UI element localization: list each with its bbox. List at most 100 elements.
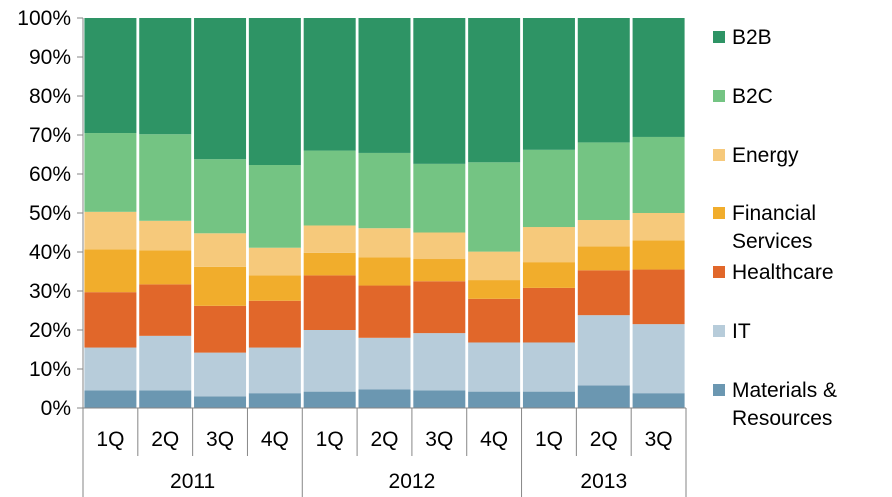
bar-segment-b2b-1 (139, 18, 192, 135)
bar-segment-financial-services-1 (139, 250, 192, 285)
bar-segment-financial-services-3 (248, 275, 301, 301)
bar-segment-healthcare-5 (358, 285, 411, 338)
x-tick-label: 1Q (96, 428, 124, 451)
bar-segment-healthcare-3 (248, 300, 301, 348)
bar-segment-financial-services-0 (84, 249, 137, 293)
bar-segment-b2b-9 (577, 18, 630, 143)
x-tick-label: 4Q (480, 428, 508, 451)
bar-segment-b2b-8 (522, 18, 575, 150)
bar-segment-materials-resources-1 (139, 390, 192, 408)
x-tick-label: 3Q (425, 428, 453, 451)
bar-segment-b2b-3 (248, 18, 301, 166)
x-group-label: 2012 (389, 470, 436, 493)
bar-segment-b2c-7 (468, 162, 521, 252)
legend-swatch (713, 384, 725, 396)
bar-segment-b2c-4 (303, 150, 356, 226)
bar-segment-it-0 (84, 347, 137, 391)
x-tick-label: 3Q (645, 428, 673, 451)
bar-segment-materials-resources-2 (194, 396, 247, 408)
bar-segment-energy-8 (522, 227, 575, 263)
bar-segment-it-3 (248, 347, 301, 394)
bar-segment-healthcare-4 (303, 275, 356, 330)
x-tick-label: 2Q (370, 428, 398, 451)
bar-segment-healthcare-1 (139, 284, 192, 336)
y-tick-label: 10% (29, 358, 71, 381)
bar-segment-b2c-9 (577, 142, 630, 221)
bar-segment-financial-services-8 (522, 262, 575, 288)
bar-segment-it-10 (632, 324, 685, 394)
legend-swatch (713, 325, 725, 337)
bar-segment-materials-resources-5 (358, 389, 411, 408)
legend-swatch (713, 31, 725, 43)
legend-swatch (713, 266, 725, 278)
bar-segment-energy-1 (139, 220, 192, 251)
bar-segment-b2c-10 (632, 136, 685, 213)
bar-segment-financial-services-10 (632, 240, 685, 270)
y-tick-label: 80% (29, 85, 71, 108)
bar-segment-it-8 (522, 342, 575, 392)
x-tick-label: 4Q (261, 428, 289, 451)
bar-segment-financial-services-5 (358, 257, 411, 286)
bar-segment-b2b-5 (358, 18, 411, 153)
y-tick-label: 40% (29, 241, 71, 264)
y-tick-label: 60% (29, 163, 71, 186)
x-tick-label: 3Q (206, 428, 234, 451)
bar-segment-materials-resources-4 (303, 391, 356, 408)
x-tick-label: 2Q (590, 428, 618, 451)
bar-segment-healthcare-6 (413, 281, 466, 334)
bar-segment-it-7 (468, 342, 521, 392)
bar-segment-b2c-0 (84, 133, 137, 212)
bar-segment-b2b-10 (632, 18, 685, 137)
bar-segment-energy-7 (468, 251, 521, 281)
bar-segment-materials-resources-6 (413, 390, 466, 408)
bar-segment-materials-resources-3 (248, 393, 301, 408)
bar-segment-it-9 (577, 315, 630, 386)
bar-segment-b2c-5 (358, 152, 411, 229)
bar-segment-it-5 (358, 337, 411, 390)
y-tick-label: 50% (29, 202, 71, 225)
y-tick-label: 20% (29, 319, 71, 342)
bar-segment-energy-9 (577, 220, 630, 247)
bar-segment-b2c-8 (522, 149, 575, 228)
bar-segment-materials-resources-7 (468, 391, 521, 408)
bar-segment-b2c-3 (248, 165, 301, 248)
x-tick-label: 2Q (151, 428, 179, 451)
bar-segment-healthcare-9 (577, 270, 630, 316)
bar-segment-it-4 (303, 330, 356, 392)
bar-segment-healthcare-2 (194, 305, 247, 353)
bar-segment-b2b-6 (413, 18, 466, 164)
bar-segment-materials-resources-9 (577, 385, 630, 408)
y-tick-label: 90% (29, 46, 71, 69)
bar-segment-it-1 (139, 335, 192, 391)
bar-segment-energy-0 (84, 211, 137, 250)
bar-segment-energy-2 (194, 233, 247, 267)
bar-segment-energy-6 (413, 232, 466, 260)
x-group-label: 2013 (580, 470, 627, 493)
bars-layer (84, 18, 685, 408)
x-tick-label: 1Q (535, 428, 563, 451)
legend-swatch (713, 90, 725, 102)
legend-label: Resources (732, 407, 832, 430)
bar-segment-financial-services-4 (303, 252, 356, 276)
legend-swatch (713, 207, 725, 219)
bar-segment-b2b-4 (303, 18, 356, 151)
bar-segment-financial-services-2 (194, 266, 247, 306)
bar-segment-b2c-2 (194, 159, 247, 234)
bar-segment-b2b-7 (468, 18, 521, 163)
bar-segment-healthcare-7 (468, 298, 521, 343)
bar-segment-energy-5 (358, 228, 411, 258)
legend-label: Energy (732, 144, 799, 167)
bar-segment-energy-4 (303, 225, 356, 253)
bar-segment-b2b-0 (84, 18, 137, 134)
legend-swatch (713, 149, 725, 161)
legend-label: Financial (732, 202, 816, 225)
bar-segment-b2c-1 (139, 134, 192, 221)
legend-label: IT (732, 320, 751, 343)
bar-segment-energy-3 (248, 247, 301, 276)
axis-layer: 0% 10% 20% 30% 40% 50% 60% 70% 80% 90% 100% 1Q 2Q 3Q 4… (17, 7, 687, 497)
y-tick-label: 30% (29, 280, 71, 303)
legend-label: Services (732, 230, 813, 253)
bar-segment-healthcare-10 (632, 269, 685, 325)
